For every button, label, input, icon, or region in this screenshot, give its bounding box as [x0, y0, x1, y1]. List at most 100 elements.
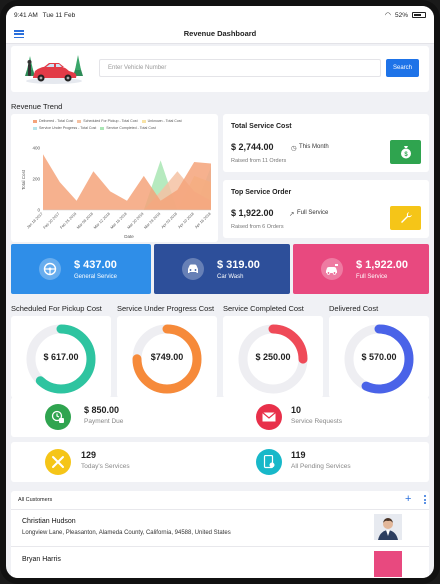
x-tick-label: Mar 16 2018 — [110, 212, 128, 230]
full-service-tile[interactable]: $ 1,922.00 Full Service — [293, 244, 429, 294]
ring-progress — [132, 324, 202, 394]
service-progress-cost-value: $749.00 — [150, 352, 184, 362]
y-axis-title: Total Cost — [21, 169, 26, 190]
pending-services-icon[interactable] — [256, 449, 282, 475]
status-date: Tue 11 Feb — [42, 11, 76, 19]
payment-due-value: $ 850.00 — [84, 405, 120, 415]
service-completed-ring — [238, 324, 308, 394]
ring-progress — [238, 324, 308, 394]
full-service-label: Full Service — [356, 274, 388, 280]
x-tick-label: Jan 18 2017 — [26, 212, 44, 230]
services-summary-card: 129 Today's Services 119 All Pending Ser… — [11, 442, 429, 482]
scheduled-pickup-cost-value: $ 617.00 — [43, 352, 79, 362]
app-bar: Revenue Dashboard — [6, 24, 434, 44]
clock-icon: ◷ — [291, 145, 297, 152]
vehicle-search-card: Enter Vehicle Number Search — [11, 46, 429, 92]
add-customer-icon[interactable]: + — [405, 493, 412, 505]
customer-address: Longview Lane, Pleasanton, Alameda Count… — [22, 530, 231, 536]
ring-progress — [26, 324, 96, 394]
more-options-icon[interactable] — [424, 495, 426, 504]
page-title: Revenue Dashboard — [183, 29, 257, 38]
x-tick-label: Feb 25 2018 — [59, 212, 77, 230]
service-progress-ring — [132, 324, 202, 394]
car-illustration-icon — [25, 55, 83, 84]
legend-entry: Service Under Progress - Total Cost — [33, 126, 96, 130]
service-completed-cost-value: $ 250.00 — [255, 352, 291, 362]
legend-entry: Unknown - Total Cost — [141, 119, 182, 123]
car-wash-amount: $ 319.00 — [217, 259, 260, 271]
series-area — [43, 154, 211, 210]
menu-icon[interactable] — [14, 30, 24, 38]
wrench-icon — [390, 206, 421, 230]
battery-icon — [412, 12, 426, 18]
service-requests-value: 10 — [291, 405, 302, 415]
total-service-cost-period: This Month — [299, 144, 329, 150]
status-time: 9:41 AM — [14, 11, 38, 19]
top-service-order-sub: Raised from 6 Orders — [231, 224, 284, 230]
general-service-tile[interactable]: $ 437.00 General Service — [11, 244, 151, 294]
trend-up-icon: ↗ — [289, 211, 295, 218]
car-service-icon — [321, 258, 343, 280]
car-wash-tile[interactable]: $ 319.00 Car Wash — [154, 244, 290, 294]
legend-entry: Scheduled For Pickup - Total Cost — [77, 119, 138, 123]
avatar — [374, 551, 402, 577]
total-service-cost-value: $ 2,744.00 — [231, 142, 274, 152]
total-service-cost-card: Total Service Cost $ 2,744.00 ◷ This Mon… — [223, 114, 429, 172]
todays-services-value: 129 — [81, 450, 97, 460]
x-tick-label: Mar 28 2018 — [143, 212, 161, 230]
x-tick-label: Mar 08 2018 — [76, 212, 94, 230]
total-service-cost-title: Total Service Cost — [231, 123, 292, 130]
revenue-trend-chart-card: Delivered - Total Cost Scheduled For Pick… — [11, 114, 218, 242]
steering-wheel-icon — [39, 258, 61, 280]
revenue-trend-label: Revenue Trend — [11, 102, 63, 111]
mail-icon[interactable] — [256, 404, 282, 430]
x-tick-label: Apr 16 2018 — [194, 212, 211, 229]
divider — [11, 546, 429, 547]
top-service-order-value: $ 1,922.00 — [231, 208, 274, 218]
delivered-cost-value: $ 570.00 — [361, 352, 397, 362]
battery-percent: 52% — [394, 11, 408, 19]
total-service-cost-sub: Raised from 11 Orders — [231, 158, 287, 164]
x-tick-label: Feb 20 2017 — [43, 212, 61, 230]
pending-services-value: 119 — [291, 450, 306, 460]
ring-progress — [344, 324, 414, 394]
delivered-cost-title: Delivered Cost — [329, 304, 379, 313]
service-progress-cost-card: $749.00 — [117, 316, 217, 398]
x-axis-title: Date — [124, 234, 134, 239]
screen: 9:41 AM Tue 11 Feb ◠ 52% Revenue Dashboa… — [6, 6, 434, 578]
service-completed-cost-title: Service Completed Cost — [223, 304, 304, 313]
svg-text:$: $ — [404, 152, 408, 158]
wifi-icon: ◠ — [384, 12, 391, 19]
x-tick-label: Mar 12 2018 — [93, 212, 111, 230]
legend-entry: Service Completed - Total Cost — [100, 126, 156, 130]
legend-entry: Delivered - Total Cost — [33, 119, 73, 123]
general-service-label: General Service — [74, 274, 118, 280]
payment-due-label: Payment Due — [84, 418, 124, 425]
chart-legend: Delivered - Total Cost Scheduled For Pick… — [33, 118, 213, 132]
x-tick-label: Apr 03 2018 — [161, 212, 178, 229]
scheduled-pickup-ring — [26, 324, 96, 394]
scheduled-pickup-cost-title: Scheduled For Pickup Cost — [11, 304, 102, 313]
customer-name[interactable]: Bryan Harris — [22, 556, 61, 563]
payment-requests-card: $ 850.00 Payment Due 10 Service Requests — [11, 397, 429, 437]
avatar — [374, 514, 402, 540]
customer-name[interactable]: Christian Hudson — [22, 518, 76, 525]
tools-icon[interactable] — [45, 449, 71, 475]
delivered-ring — [344, 324, 414, 394]
service-completed-cost-card: $ 250.00 — [223, 316, 323, 398]
top-service-order-period: Full Service — [297, 210, 329, 216]
vehicle-number-input[interactable]: Enter Vehicle Number — [99, 59, 381, 77]
car-icon — [182, 258, 204, 280]
delivered-cost-card: $ 570.00 — [329, 316, 429, 398]
y-tick-label: 400 — [32, 146, 40, 151]
status-bar: 9:41 AM Tue 11 Feb ◠ 52% — [6, 6, 434, 24]
y-tick-label: 0 — [37, 208, 40, 213]
pending-services-label: All Pending Services — [291, 463, 351, 470]
money-bag-icon: $ — [390, 140, 421, 164]
payment-icon[interactable] — [45, 404, 71, 430]
divider — [11, 509, 429, 510]
x-tick-label: Apr 10 2018 — [177, 212, 194, 229]
search-button[interactable]: Search — [386, 59, 419, 77]
service-progress-cost-title: Service Under Progress Cost — [117, 304, 215, 313]
